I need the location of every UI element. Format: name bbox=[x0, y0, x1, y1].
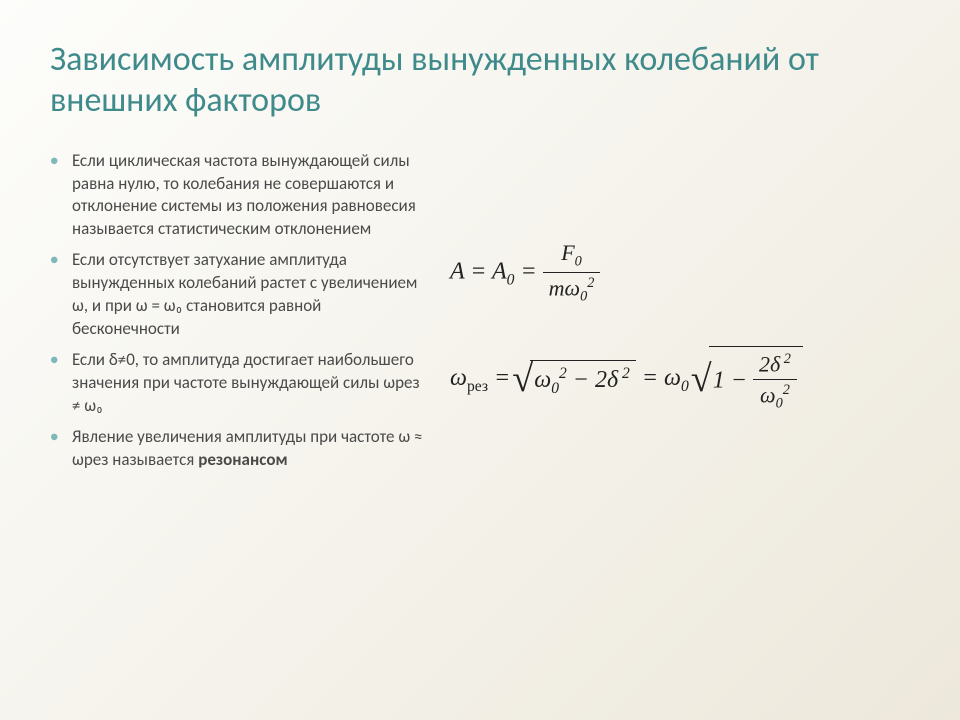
formula-resonance: ωрез = ω02 − 2δ 2 = ω0 1 − 2δ 2 ω02 bbox=[450, 346, 910, 413]
var: ω bbox=[534, 367, 551, 393]
minus-term: − 2δ bbox=[567, 367, 618, 393]
list-item: Если циклическая частота вынуждающей сил… bbox=[50, 150, 430, 242]
list-item: Если δ≠0, то амплитуда достигает наиболь… bbox=[50, 349, 430, 418]
page-title: Зависимость амплитуды вынужденных колеба… bbox=[50, 40, 910, 122]
numerator: F0 bbox=[543, 240, 601, 273]
bullet-list: Если циклическая частота вынуждающей сил… bbox=[50, 150, 430, 480]
list-item: Явление увеличения амплитуды при частоте… bbox=[50, 426, 430, 472]
lhs: A = A bbox=[450, 258, 507, 284]
content-row: Если циклическая частота вынуждающей сил… bbox=[50, 150, 910, 480]
formula-panel: A = A0 = F0 mω02 ωрез = ω02 − 2δ 2 = ω0 bbox=[450, 150, 910, 480]
radicand: 1 − 2δ 2 ω02 bbox=[709, 346, 803, 413]
sqrt-1: ω02 − 2δ 2 bbox=[516, 360, 636, 398]
sup: 2 bbox=[780, 351, 791, 367]
sup: 2 bbox=[618, 365, 630, 382]
sub-rez: рез bbox=[467, 378, 488, 395]
sub: 0 bbox=[575, 253, 582, 269]
eq: = bbox=[520, 258, 542, 284]
sub: 0 bbox=[551, 380, 559, 397]
sup: 2 bbox=[559, 365, 567, 382]
fraction: 2δ 2 ω02 bbox=[753, 351, 797, 413]
sup: 2 bbox=[783, 382, 790, 398]
num-var: F bbox=[561, 240, 574, 265]
sub: 0 bbox=[681, 378, 689, 395]
omega: ω bbox=[450, 365, 467, 391]
denominator: ω02 bbox=[753, 380, 797, 413]
formula-amplitude: A = A0 = F0 mω02 bbox=[450, 240, 910, 306]
mid: = ω bbox=[642, 365, 681, 391]
den-omega: ω bbox=[565, 275, 581, 300]
sqrt-2: 1 − 2δ 2 ω02 bbox=[695, 346, 803, 413]
radicand: ω02 − 2δ 2 bbox=[530, 360, 636, 398]
denominator: mω02 bbox=[543, 273, 601, 306]
slide: Зависимость амплитуды вынужденных колеба… bbox=[0, 0, 960, 510]
sub: 0 bbox=[776, 396, 783, 412]
numerator: 2δ 2 bbox=[753, 351, 797, 380]
fraction: F0 mω02 bbox=[543, 240, 601, 306]
num-var: 2δ bbox=[759, 351, 780, 376]
den-var: ω bbox=[760, 382, 776, 407]
sup: 2 bbox=[587, 275, 594, 291]
one-minus: 1 − bbox=[713, 367, 753, 393]
den-m: m bbox=[549, 275, 565, 300]
sub: 0 bbox=[580, 289, 587, 305]
sub: 0 bbox=[507, 271, 515, 288]
list-item: Если отсутствует затухание амплитуда вын… bbox=[50, 249, 430, 341]
